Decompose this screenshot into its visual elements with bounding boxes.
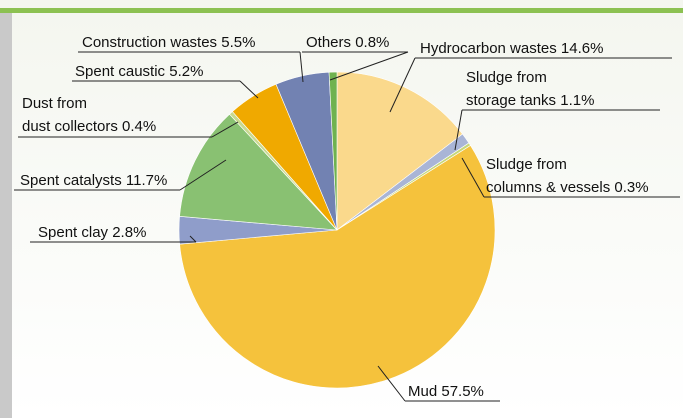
slice-label: Sludge from storage tanks 1.1%	[466, 66, 594, 112]
value-label: 57.5%	[441, 383, 484, 400]
slice-label: Sludge from columns & vessels 0.3%	[486, 153, 649, 199]
leader-line	[377, 365, 406, 402]
value-label: 5.5%	[221, 34, 256, 51]
slice-label: Dust from dust collectors 0.4%	[22, 92, 156, 138]
pie-slice	[179, 113, 338, 231]
pie-slice	[336, 71, 463, 231]
pie-slice	[328, 71, 338, 231]
slice-label: Mud 57.5%	[408, 380, 484, 403]
slice-label: Spent caustic 5.2%	[75, 60, 203, 83]
leader-line	[239, 80, 259, 99]
value-label: 2.8%	[112, 224, 147, 241]
category-label: Sludge from storage tanks	[466, 69, 557, 109]
value-label: 5.2%	[169, 63, 204, 80]
leader-line	[211, 121, 239, 138]
value-label: 0.8%	[355, 34, 390, 51]
top-bar	[0, 8, 683, 13]
category-label: Hydrocarbon wastes	[420, 40, 557, 57]
category-label: Others	[306, 34, 352, 51]
category-label: Spent catalysts	[20, 172, 122, 189]
category-label: Spent caustic	[75, 63, 166, 80]
category-label: Spent clay	[38, 224, 109, 241]
value-label: 1.1%	[560, 92, 595, 109]
slice-label: Spent catalysts 11.7%	[20, 169, 167, 192]
category-label: Sludge from columns & vessels	[486, 156, 611, 196]
value-label: 0.3%	[614, 179, 649, 196]
value-label: 11.7%	[125, 172, 168, 189]
slice-label: Hydrocarbon wastes 14.6%	[420, 37, 603, 60]
leader-line	[329, 51, 409, 81]
value-label: 14.6%	[560, 40, 604, 57]
category-label: Construction wastes	[82, 34, 218, 51]
leader-line	[461, 157, 485, 198]
slice-label: Others 0.8%	[306, 31, 389, 54]
value-label: 0.4%	[122, 118, 157, 135]
side-bar	[0, 13, 12, 418]
leader-line	[189, 235, 197, 243]
category-label: Dust from dust collectors	[22, 95, 118, 135]
slice-label: Construction wastes 5.5%	[82, 31, 255, 54]
leader-line	[299, 51, 304, 83]
leader-line	[179, 159, 227, 191]
leader-line	[454, 109, 463, 151]
slice-label: Spent clay 2.8%	[38, 221, 146, 244]
leader-line	[389, 57, 416, 113]
pie-slice	[179, 145, 496, 389]
category-label: Mud	[408, 383, 438, 400]
